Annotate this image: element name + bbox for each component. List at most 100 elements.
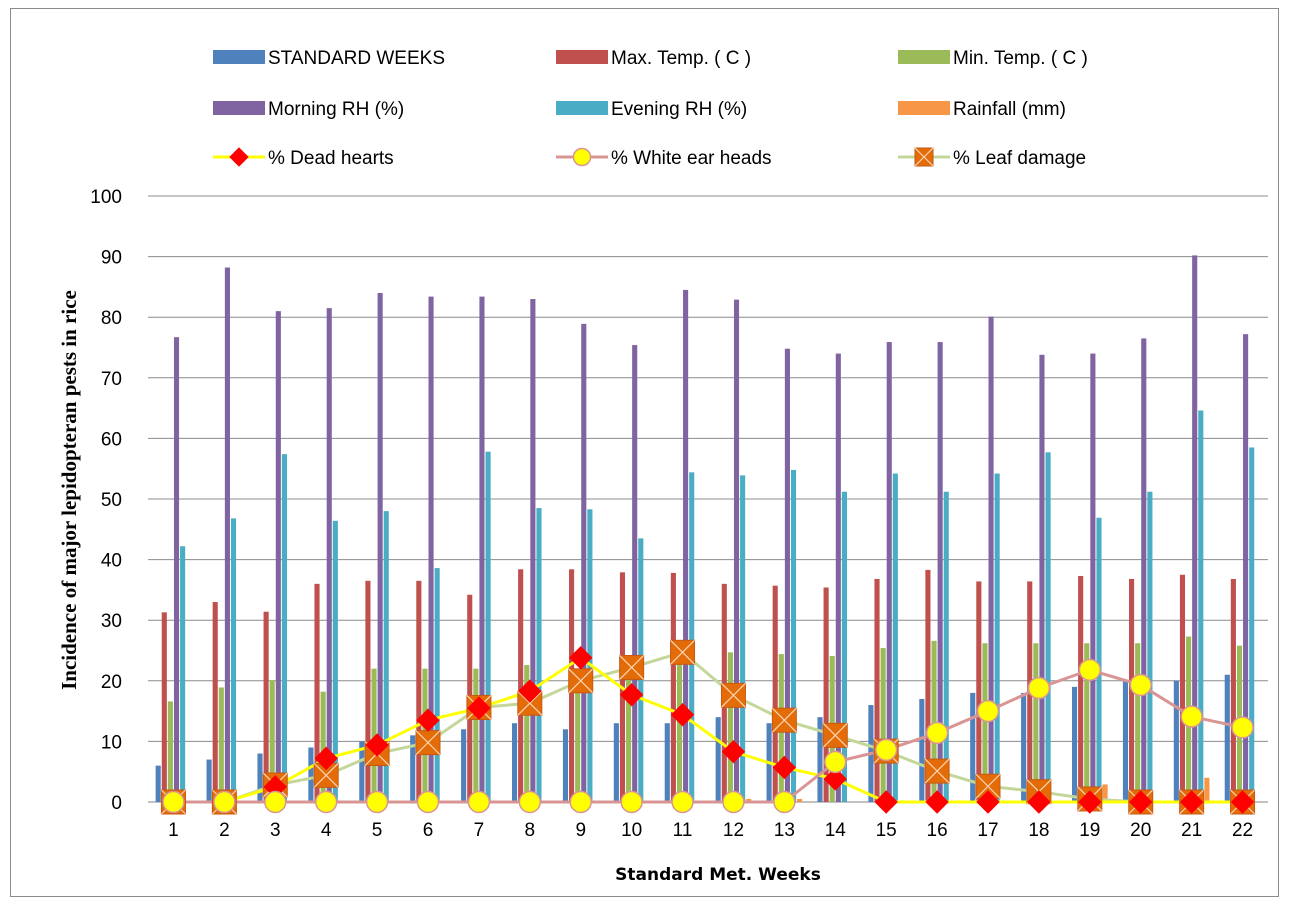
bar	[925, 569, 931, 802]
series-line	[173, 668, 1243, 804]
bar	[919, 698, 925, 802]
marker-diamond	[467, 696, 491, 720]
x-tick-label: 22	[1232, 820, 1253, 841]
bar	[1033, 643, 1039, 802]
bar	[817, 717, 823, 802]
bar	[1198, 410, 1204, 802]
marker-circle	[572, 147, 592, 167]
bar	[218, 687, 224, 802]
bar	[212, 602, 218, 802]
bar	[1084, 643, 1090, 802]
marker-diamond	[1129, 790, 1153, 814]
marker-diamond	[619, 683, 644, 707]
legend-label: Rainfall (mm)	[953, 99, 1066, 120]
y-tick-label: 70	[101, 369, 122, 390]
bar	[784, 348, 790, 802]
bar	[461, 729, 467, 802]
bar	[1243, 334, 1249, 802]
bar	[581, 323, 587, 802]
bar	[727, 652, 733, 802]
marker-diamond	[365, 733, 389, 757]
bar	[892, 473, 898, 802]
bar	[835, 353, 841, 802]
bar	[943, 491, 949, 802]
bar	[626, 675, 632, 802]
x-tick-label: 13	[774, 820, 795, 841]
marker-diamond	[1179, 790, 1204, 814]
bar	[263, 611, 269, 802]
marker-diamond	[976, 790, 1000, 814]
y-tick-label: 100	[90, 187, 122, 208]
bar	[1204, 777, 1210, 802]
marker-x	[914, 147, 934, 167]
bar	[982, 643, 988, 802]
legend-swatch	[213, 50, 265, 64]
bar	[155, 765, 161, 802]
bar	[613, 723, 619, 802]
bar	[308, 747, 314, 802]
bar	[1173, 680, 1179, 802]
bar	[970, 692, 976, 802]
x-tick-label: 2	[219, 820, 230, 841]
marker-circle	[773, 790, 796, 814]
bar	[664, 723, 670, 802]
bar	[670, 572, 676, 802]
marker-diamond	[823, 767, 847, 791]
marker-circle	[467, 790, 491, 814]
marker-x	[721, 682, 746, 708]
marker-circle	[620, 790, 643, 814]
bar	[931, 640, 937, 802]
x-tick-label: 9	[575, 820, 586, 841]
bar	[1071, 686, 1078, 802]
bar	[1090, 353, 1096, 802]
chart-frame	[10, 8, 1279, 897]
bar	[377, 292, 383, 802]
bar	[180, 546, 186, 802]
marker-diamond	[925, 790, 949, 814]
bar	[874, 578, 880, 802]
legend-swatch	[556, 101, 608, 115]
marker-diamond	[569, 646, 593, 670]
bar	[1096, 517, 1102, 802]
bar	[257, 753, 263, 802]
bar	[275, 311, 281, 802]
x-tick-label: 15	[876, 820, 897, 841]
bar	[320, 691, 326, 802]
bar	[841, 491, 847, 802]
marker-circle	[314, 790, 338, 814]
bar	[206, 759, 212, 802]
bar	[1102, 784, 1108, 802]
bar	[976, 581, 982, 802]
marker-diamond	[1027, 790, 1051, 814]
bar	[1039, 354, 1045, 802]
bar	[434, 568, 440, 802]
x-tick-label: 16	[927, 820, 948, 841]
marker-x	[924, 758, 950, 784]
bar	[632, 345, 638, 802]
legend-label: Morning RH (%)	[268, 99, 404, 120]
marker-circle	[824, 750, 847, 774]
marker-circle	[518, 790, 542, 814]
y-tick-label: 50	[101, 490, 122, 511]
marker-circle	[569, 790, 592, 814]
marker-circle	[722, 790, 745, 814]
bar	[530, 299, 536, 802]
x-tick-label: 17	[977, 820, 998, 841]
marker-diamond	[314, 746, 338, 771]
bar	[524, 665, 530, 802]
x-tick-label: 6	[423, 820, 434, 841]
legend-swatch	[898, 101, 950, 115]
bar	[518, 569, 524, 802]
bar	[988, 316, 994, 802]
bar	[1122, 680, 1129, 802]
x-tick-label: 7	[474, 820, 485, 841]
marker-circle	[1231, 716, 1254, 739]
bar	[1147, 491, 1153, 802]
x-axis-title: Standard Met. Weeks	[615, 865, 821, 885]
x-tick-label: 21	[1181, 820, 1202, 841]
legend-swatch	[898, 50, 950, 64]
bar	[359, 741, 365, 802]
marker-x	[619, 655, 645, 680]
x-tick-label: 8	[525, 820, 536, 841]
